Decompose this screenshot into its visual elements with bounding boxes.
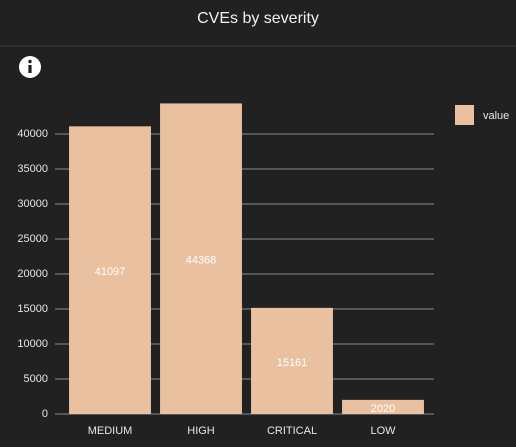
info-icon[interactable] [19,56,41,78]
y-tick-label: 10000 [17,338,48,350]
bar [251,307,333,414]
data-label: 15161 [277,357,308,369]
bar [342,399,424,414]
y-tick-label: 35000 [17,163,48,175]
data-label: 41097 [95,266,126,278]
data-label: 2020 [371,403,395,415]
y-tick-label: 5000 [24,373,48,385]
x-tick-label: MEDIUM [88,425,133,437]
legend-label: value [483,110,509,122]
y-tick-label: 20000 [17,268,48,280]
y-tick-label: 15000 [17,303,48,315]
x-tick-label: LOW [370,425,396,437]
legend-swatch [455,105,474,125]
data-label: 44368 [186,255,217,267]
x-tick-label: HIGH [187,425,215,437]
y-tick-label: 30000 [17,198,48,210]
y-tick-label: 25000 [17,233,48,245]
bar [69,126,151,415]
chart-title: CVEs by severity [197,10,319,27]
y-tick-label: 0 [42,408,48,420]
bar [160,103,242,414]
y-tick-label: 40000 [17,128,48,140]
x-tick-label: CRITICAL [267,425,317,437]
